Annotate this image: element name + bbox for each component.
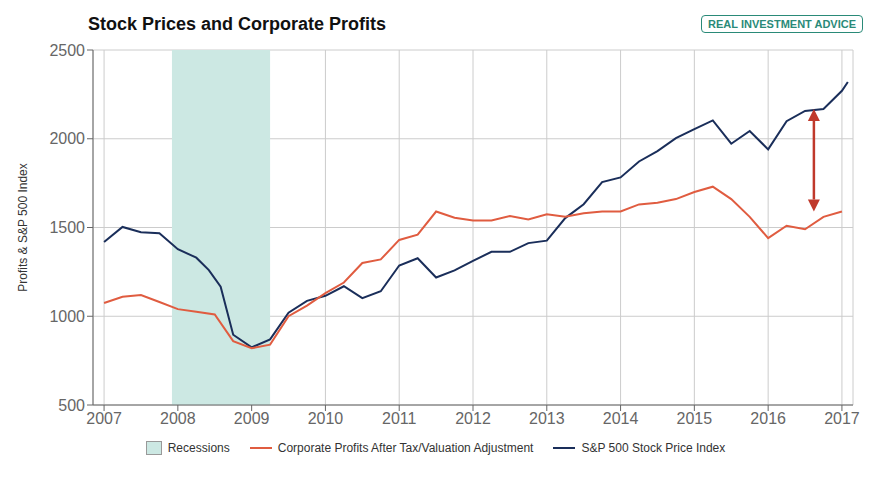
html-text:Recessions: Recessions [167,441,230,455]
html-text:Corporate Profits After Tax/Va: Corporate Profits After Tax/Valuation Ad… [277,441,534,455]
svg-text:2000: 2000 [49,130,85,147]
html-text:REAL INVESTMENT ADVICE: REAL INVESTMENT ADVICE [708,18,856,30]
svg-text:2012: 2012 [455,410,491,427]
svg-text:2009: 2009 [234,410,270,427]
svg-text:2500: 2500 [49,42,85,59]
svg-text:2007: 2007 [86,410,122,427]
svg-text:2016: 2016 [750,410,786,427]
svg-text:2013: 2013 [529,410,565,427]
svg-text:1500: 1500 [49,219,85,236]
html-text:Stock Prices and Corporate Pro: Stock Prices and Corporate Profits [88,13,387,34]
svg-text:2015: 2015 [677,410,713,427]
svg-text:2011: 2011 [382,410,417,427]
svg-text:2008: 2008 [160,410,196,427]
svg-text:2010: 2010 [308,410,344,427]
svg-text:2014: 2014 [603,410,639,427]
svg-text:Profits & S&P 500 Index: Profits & S&P 500 Index [16,163,30,292]
svg-text:1000: 1000 [49,308,85,325]
svg-text:500: 500 [58,397,85,414]
html-text:S&P 500 Stock Price Index: S&P 500 Stock Price Index [581,441,726,455]
svg-text:2017: 2017 [824,410,860,427]
